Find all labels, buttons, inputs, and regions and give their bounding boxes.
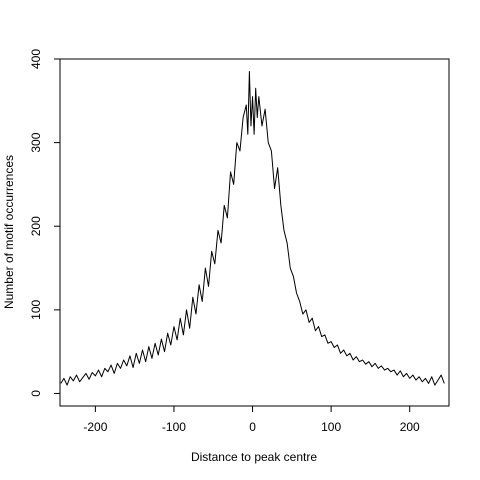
x-tick-label: 0 <box>249 420 256 434</box>
y-axis-title: Number of motif occurrences <box>2 155 16 309</box>
series-line <box>60 71 445 386</box>
x-tick-label: 200 <box>400 420 420 434</box>
x-tick-label: -200 <box>83 420 107 434</box>
y-axis: 0 100 200 300 400 <box>29 49 60 397</box>
x-tick-label: 100 <box>321 420 341 434</box>
plot-box <box>59 58 450 407</box>
y-tick-label: 200 <box>29 216 43 236</box>
y-tick-label: 300 <box>29 132 43 152</box>
y-tick-label: 100 <box>29 300 43 320</box>
x-axis: -200 -100 0 100 200 <box>83 406 420 434</box>
x-axis-title: Distance to peak centre <box>191 450 317 464</box>
y-tick-label: 400 <box>29 49 43 69</box>
y-tick-label: 0 <box>29 390 43 397</box>
x-tick-label: -100 <box>162 420 186 434</box>
